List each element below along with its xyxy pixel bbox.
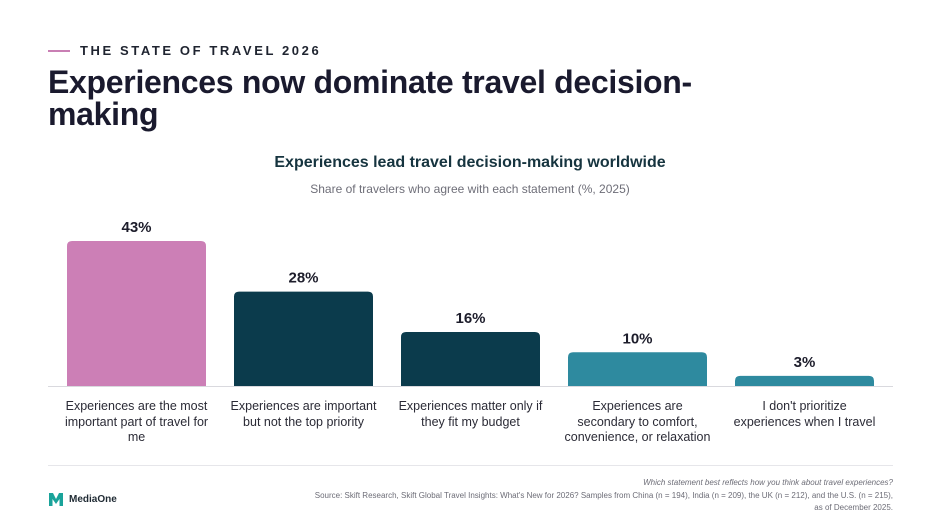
eyebrow: THE STATE OF TRAVEL 2026 xyxy=(48,43,321,58)
logo: MediaOne xyxy=(48,491,117,507)
data-label: 28% xyxy=(288,270,318,287)
chart-title: Experiences lead travel decision-making … xyxy=(274,154,666,171)
bar-chart: 43% 28% 16% 10% 3% xyxy=(48,219,893,387)
logo-text: MediaOne xyxy=(69,493,117,505)
category-label: Experiences are secondary to comfort, co… xyxy=(564,399,711,444)
survey-question: Which statement best reflects how you th… xyxy=(643,478,893,487)
eyebrow-accent-line xyxy=(48,49,70,52)
footer-divider xyxy=(48,465,893,466)
data-label: 3% xyxy=(794,354,816,371)
source-note: Source: Skift Research, Skift Global Tra… xyxy=(314,491,893,512)
bar xyxy=(568,352,707,386)
category-label: I don't prioritize experiences when I tr… xyxy=(733,399,876,429)
category-label: Experiences matter only if they fit my b… xyxy=(398,399,543,429)
data-label: 10% xyxy=(622,330,652,347)
data-label: 16% xyxy=(455,310,485,327)
bar xyxy=(735,375,874,386)
bar xyxy=(234,291,373,386)
page-title: Experiences now dominate travel decision… xyxy=(48,64,692,132)
data-label: 43% xyxy=(121,219,151,236)
mediaone-logo-icon xyxy=(49,493,63,506)
category-label: Experiences are important but not the to… xyxy=(230,399,377,429)
bar xyxy=(401,332,540,386)
eyebrow-text: THE STATE OF TRAVEL 2026 xyxy=(80,43,322,58)
bar xyxy=(67,241,206,386)
category-label: Experiences are the most important part … xyxy=(64,399,209,444)
chart-subtitle: Share of travelers who agree with each s… xyxy=(310,182,630,196)
